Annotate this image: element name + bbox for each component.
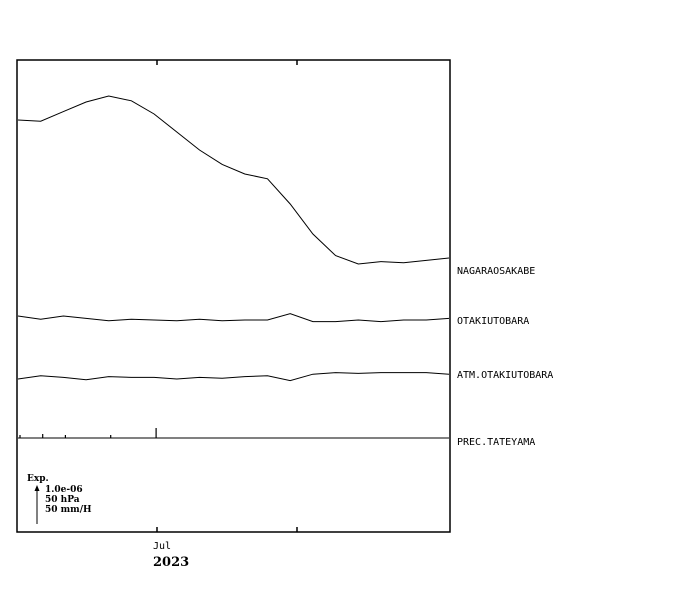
series-label-prec-tateyama: PREC.TATEYAMA bbox=[457, 437, 535, 448]
series-line-atm-otakiutobara bbox=[17, 372, 450, 382]
scale-bar-line-2: 50 hPa bbox=[45, 495, 80, 505]
series-label-otakiutobara: OTAKIUTOBARA bbox=[457, 316, 529, 327]
scale-bar-title: Exp. bbox=[27, 474, 49, 484]
scale-bar: Exp. 1.0e-06 50 hPa 50 mm/H bbox=[27, 474, 92, 524]
scale-bar-line-3: 50 mm/H bbox=[45, 505, 92, 515]
x-year-label: 2023 bbox=[153, 555, 189, 570]
series-line-otakiutobara bbox=[17, 313, 450, 323]
scale-bar-arrowhead bbox=[34, 485, 40, 491]
series-label-atm-otakiutobara: ATM.OTAKIUTOBARA bbox=[457, 370, 553, 381]
series-label-nagaraosakabe: NAGARAOSAKABE bbox=[457, 266, 535, 277]
series-line-nagaraosakabe bbox=[17, 95, 450, 265]
plot-frame bbox=[16, 59, 451, 533]
x-tick-label: Jul bbox=[153, 541, 171, 552]
x-axis-ticks bbox=[156, 60, 298, 532]
scale-bar-line-1: 1.0e-06 bbox=[45, 485, 83, 495]
series-group: NAGARAOSAKABE OTAKIUTOBARA ATM.OTAKIUTOBAR… bbox=[17, 95, 553, 448]
